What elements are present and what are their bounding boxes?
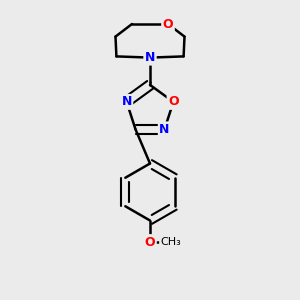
Text: O: O [168,95,179,108]
Text: N: N [145,51,155,64]
Text: N: N [122,95,132,108]
Text: O: O [145,236,155,249]
Text: N: N [159,123,170,136]
Text: CH₃: CH₃ [160,237,181,247]
Text: O: O [163,17,173,31]
